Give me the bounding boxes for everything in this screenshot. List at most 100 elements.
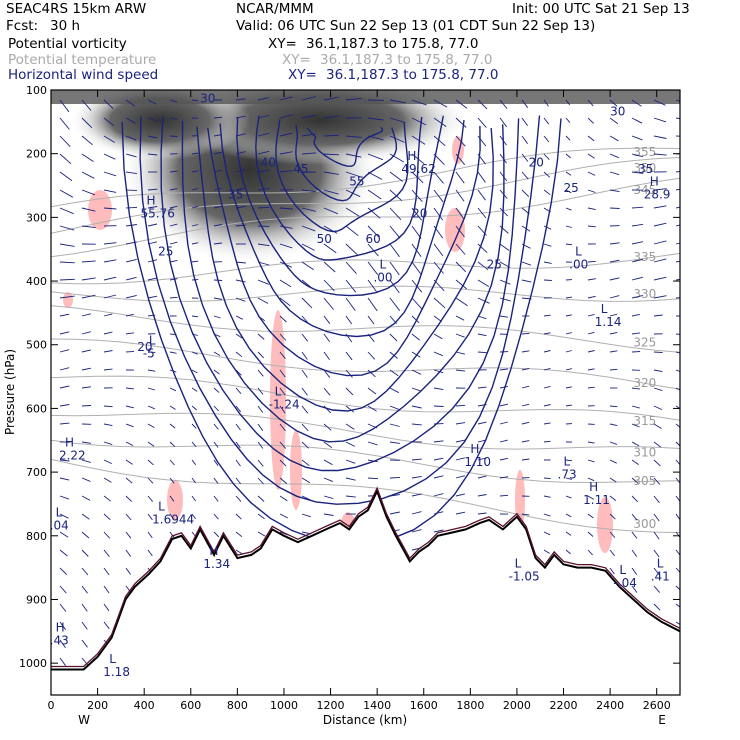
wind-vector [323,279,335,292]
wind-vector [81,171,95,179]
wind-vector [81,495,91,501]
wind-vector [323,459,333,466]
wind-vector [609,259,620,263]
wind-vector [213,477,219,484]
wind-vector [81,386,92,389]
wind-vector [587,189,596,193]
wind-vector [433,117,447,127]
wind-vector [565,153,571,159]
wind-vector [631,313,640,317]
wind-vector [433,440,444,443]
y-tick-label: 100 [26,84,47,97]
wind-vector [279,96,293,101]
wind-vector [521,189,530,198]
wind-vector [543,153,550,161]
y-tick-label: 200 [26,148,47,161]
wind-vector [301,441,310,449]
wind-vector [59,495,70,500]
wind-vector [587,153,595,159]
wind-vector [147,117,157,122]
legend-wind-xy-value: 36.1,187.3 to 175.8, 77.0 [326,67,499,83]
wind-speed-contour [207,125,481,377]
wind-vector [103,259,117,263]
wind-vector [675,117,680,120]
wind-vector [367,135,384,141]
wind-vector [521,297,532,300]
model-name: SEAC4RS 15km ARW [6,1,147,17]
wind-vector [565,243,573,246]
wind-vector [235,423,241,431]
wind-vector [169,459,175,466]
wind-speed-label: 55 [349,175,364,189]
wind-vector [59,99,70,113]
wind-vector [455,225,465,238]
wind-vector [653,351,663,354]
wind-vector [279,279,292,288]
wind-vector [103,331,113,335]
wind-vector [59,331,70,335]
wind-vector [257,477,264,485]
wind-vector [411,475,422,479]
wind-vector [169,333,177,336]
x-tick-label: 2000 [503,699,531,712]
x-tick-label: 1200 [317,699,345,712]
wind-vector [477,153,486,165]
wind-vector [345,477,356,481]
wind-vector [279,132,293,137]
wind-vector [433,207,444,221]
wind-vector [191,423,197,429]
wind-vector [389,207,402,221]
wind-vector [587,117,595,124]
wind-vector [103,585,110,594]
theta-contour [51,305,680,353]
wind-vector [235,405,242,413]
x-tick-label: 1600 [410,699,438,712]
wind-vector [323,243,337,254]
wind-speed-contour [181,120,505,443]
wind-vector [433,475,444,479]
x-tick-label: 800 [227,699,248,712]
wind-vector [81,441,92,444]
wind-vector [499,261,511,268]
wind-vector [521,153,529,162]
wind-vector [367,423,378,429]
wind-vector [345,261,357,275]
y-tick-label: 500 [26,339,47,352]
wind-vector [169,531,175,538]
wind-vector [433,511,444,515]
wind-vector [521,117,528,127]
wind-vector [59,657,66,666]
wind-vector [455,404,466,407]
wind-vector [235,387,242,394]
wind-vector [59,261,75,264]
wind-vector [147,459,154,466]
wind-vector [389,351,398,359]
wind-vector [543,279,552,281]
wind-vector [411,279,423,293]
wind-vector [169,117,178,120]
wind-vector [81,367,91,371]
wind-vector [213,405,220,412]
wind-vector [345,97,362,101]
wind-vector [301,333,309,342]
wind-vector [653,153,667,156]
wind-vector [279,441,287,449]
wind-vector [367,441,378,446]
wind-vector [125,99,136,107]
wind-vector [279,207,293,210]
wind-vector [191,333,199,336]
wind-vector [675,188,680,191]
wind-vector [59,189,74,198]
theta-contour [51,439,680,484]
wind-vector [191,369,198,374]
pv-marker-value: 1.6944 [152,512,194,526]
wind-vector [499,403,509,407]
wind-vector [81,349,92,353]
wind-vector [631,459,639,465]
wind-vector [609,295,620,299]
wind-vector [653,387,663,392]
theta-contour-label: 315 [633,414,656,428]
wind-vector [103,135,115,143]
wind-vector [191,152,199,155]
wind-vector [455,475,466,479]
